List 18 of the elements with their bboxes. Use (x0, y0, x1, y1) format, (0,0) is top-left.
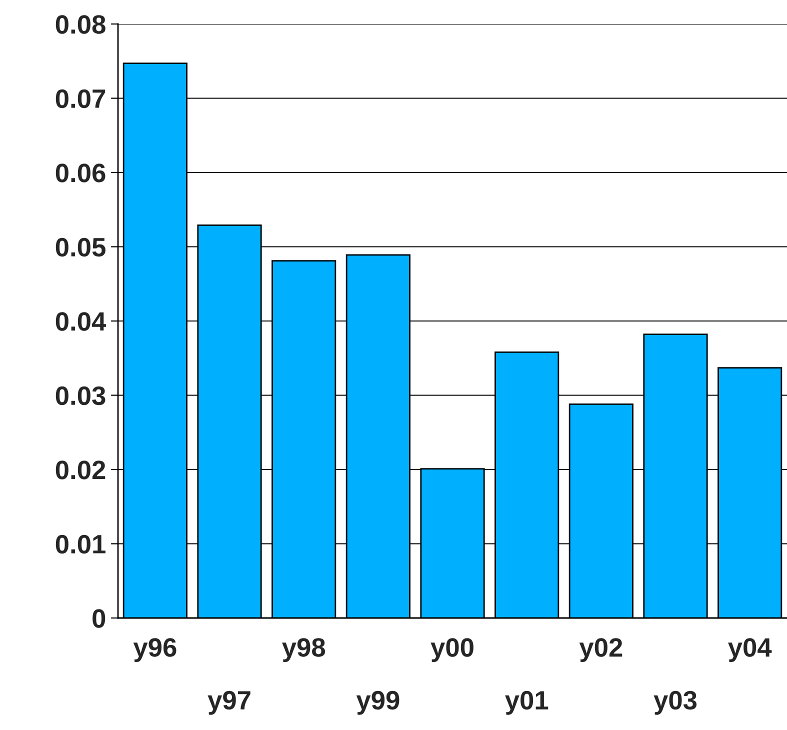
y-tick-label: 0.08 (56, 15, 106, 34)
y-tick-label: 0 (92, 609, 106, 628)
y-tick-label: 0.06 (56, 164, 106, 182)
x-tick-label: y04 (728, 638, 772, 662)
y-tick-label: 0.03 (56, 386, 106, 406)
x-tick-label: y03 (654, 690, 697, 715)
x-tick-label: y98 (282, 638, 326, 662)
y-tick-label: 0.04 (56, 312, 106, 331)
x-tick-label: y01 (505, 690, 548, 715)
y-tick-label: 0.05 (56, 238, 106, 257)
x-tick-label: y99 (356, 690, 400, 715)
x-tick-label: y00 (430, 638, 474, 662)
y-tick-label: 0.01 (56, 534, 106, 554)
x-tick-label: y97 (208, 690, 250, 715)
x-tick-label: y02 (579, 638, 622, 662)
x-tick-label: y96 (133, 638, 176, 662)
y-tick-label: 0.07 (56, 89, 106, 108)
y-tick-label: 0.02 (56, 460, 106, 480)
